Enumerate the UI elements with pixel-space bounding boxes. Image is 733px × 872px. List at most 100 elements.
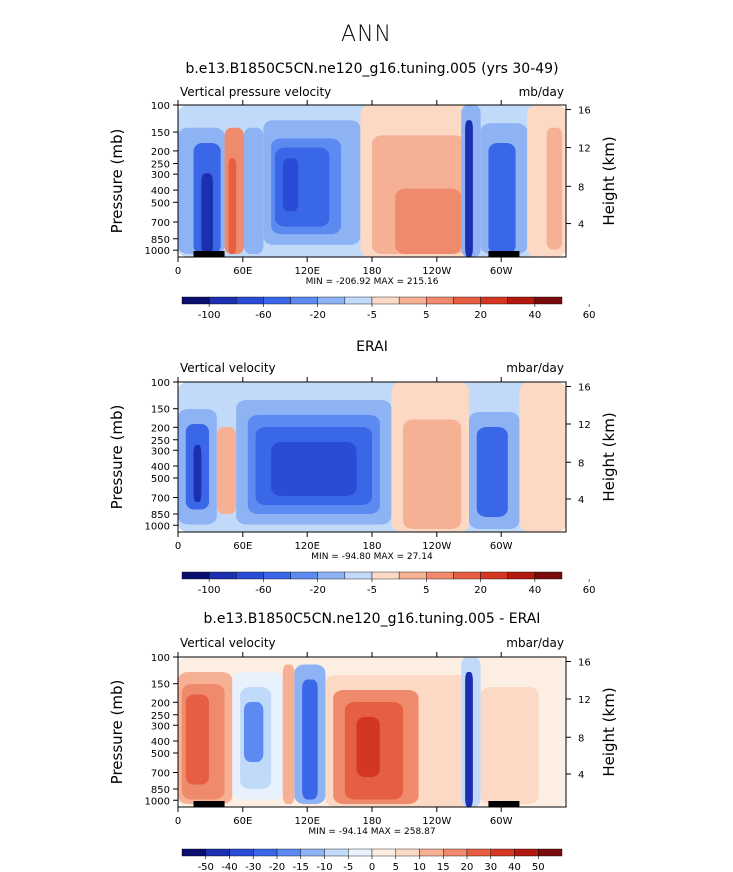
colorbar-label: 60 (583, 585, 596, 596)
contour-region (302, 679, 318, 800)
panel-model: b.e13.B1850C5CN.ne120_g16.tuning.005 (yr… (108, 61, 618, 321)
y-tick-label: 500 (151, 749, 170, 760)
contour-region (480, 687, 539, 804)
y-tick-label: 500 (151, 474, 170, 485)
variable-label: Vertical pressure velocity (180, 85, 331, 99)
y-tick-label: 1000 (145, 796, 170, 807)
y2-tick-label: 4 (578, 495, 584, 506)
terrain-block (193, 801, 225, 807)
x-tick-label: 0 (175, 266, 181, 277)
colorbar-label: 0 (369, 862, 375, 872)
colorbar-swatch (300, 848, 325, 857)
colorbar-swatch (276, 848, 301, 857)
colorbar-label: 5 (423, 585, 429, 596)
contour-region (395, 188, 462, 254)
variable-label: Vertical velocity (180, 636, 276, 650)
colorbar-swatch (426, 296, 454, 305)
min-max-text: MIN = -94.14 MAX = 258.87 (308, 827, 435, 837)
y-tick-label: 700 (151, 218, 170, 229)
x-tick-label: 60E (233, 816, 252, 827)
y-tick-label: 100 (151, 653, 170, 664)
colorbar-swatch (453, 296, 481, 305)
colorbar-swatch (205, 848, 230, 857)
x-tick-label: 180 (362, 816, 381, 827)
colorbar-label: 40 (508, 862, 521, 872)
units-label: mbar/day (506, 361, 564, 375)
colorbar-swatch (236, 296, 264, 305)
contour-region (356, 717, 380, 777)
y2-tick-label: 8 (578, 733, 584, 744)
y-tick-label: 400 (151, 186, 170, 197)
x-tick-label: 120E (295, 266, 320, 277)
colorbar-swatch (229, 848, 254, 857)
x-tick-label: 180 (362, 266, 381, 277)
y2-axis-label: Height (km) (600, 687, 618, 776)
contour-field (178, 382, 566, 532)
colorbar-swatch (208, 296, 237, 305)
min-max-text: MIN = -206.92 MAX = 215.16 (306, 277, 439, 287)
y-tick-label: 850 (151, 510, 170, 521)
colorbar-swatch (453, 571, 481, 580)
x-tick-label: 120W (422, 266, 451, 277)
x-tick-label: 120E (295, 541, 320, 552)
x-tick-label: 0 (175, 541, 181, 552)
x-tick-label: 0 (175, 816, 181, 827)
colorbar-swatch (263, 296, 291, 305)
contour-region (228, 158, 237, 254)
colorbar-swatch (181, 848, 206, 857)
variable-label: Vertical velocity (180, 361, 276, 375)
contour-region (488, 143, 516, 254)
colorbar-swatch (371, 296, 400, 305)
y-tick-label: 300 (151, 446, 170, 457)
colorbar-label: 5 (423, 310, 429, 321)
colorbar-label: -60 (255, 310, 271, 321)
contour-region (476, 427, 508, 517)
colorbar-swatch (371, 571, 400, 580)
colorbar-swatch (507, 571, 536, 580)
terrain-block (488, 801, 520, 807)
colorbar-swatch (290, 296, 318, 305)
y-tick-label: 1000 (145, 521, 170, 532)
y-tick-label: 500 (151, 198, 170, 209)
y2-tick-label: 16 (578, 106, 591, 117)
colorbar-swatch (290, 571, 318, 580)
contour-region (193, 445, 202, 502)
colorbar-label: 20 (461, 862, 474, 872)
colorbar-swatch (419, 848, 444, 857)
colorbar-swatch (324, 848, 349, 857)
colorbar-swatch (395, 848, 420, 857)
units-label: mb/day (519, 85, 564, 99)
colorbar-label: 40 (528, 585, 541, 596)
y-tick-label: 700 (151, 494, 170, 505)
x-tick-label: 120W (422, 816, 451, 827)
panel-title: b.e13.B1850C5CN.ne120_g16.tuning.005 - E… (204, 611, 541, 627)
colorbar-swatch (253, 848, 278, 857)
colorbar-swatch (181, 571, 210, 580)
y-tick-label: 200 (151, 147, 170, 158)
panel-title: ERAI (356, 339, 388, 355)
x-tick-label: 60W (490, 816, 513, 827)
y-axis-label: Pressure (mb) (108, 129, 126, 234)
contour-region (282, 158, 299, 212)
y-axis-label: Pressure (mb) (108, 680, 126, 785)
colorbar-label: -40 (221, 862, 237, 872)
y2-tick-label: 4 (578, 770, 584, 781)
colorbar-swatch (208, 571, 237, 580)
contour-region (519, 382, 566, 532)
colorbar-swatch (398, 296, 427, 305)
colorbar-swatch (514, 848, 539, 857)
y-tick-label: 200 (151, 698, 170, 709)
colorbar-swatch (181, 296, 210, 305)
colorbar-swatch (371, 848, 396, 857)
colorbar-swatch (443, 848, 468, 857)
y2-tick-label: 12 (578, 144, 591, 155)
y-tick-label: 300 (151, 721, 170, 732)
colorbar-swatch (480, 571, 508, 580)
colorbar-label: -5 (367, 310, 377, 321)
y-tick-label: 1000 (145, 246, 170, 257)
colorbar-label: 40 (528, 310, 541, 321)
colorbar-label: -20 (310, 585, 326, 596)
colorbar-swatch (317, 571, 346, 580)
colorbar-swatch (348, 848, 373, 857)
